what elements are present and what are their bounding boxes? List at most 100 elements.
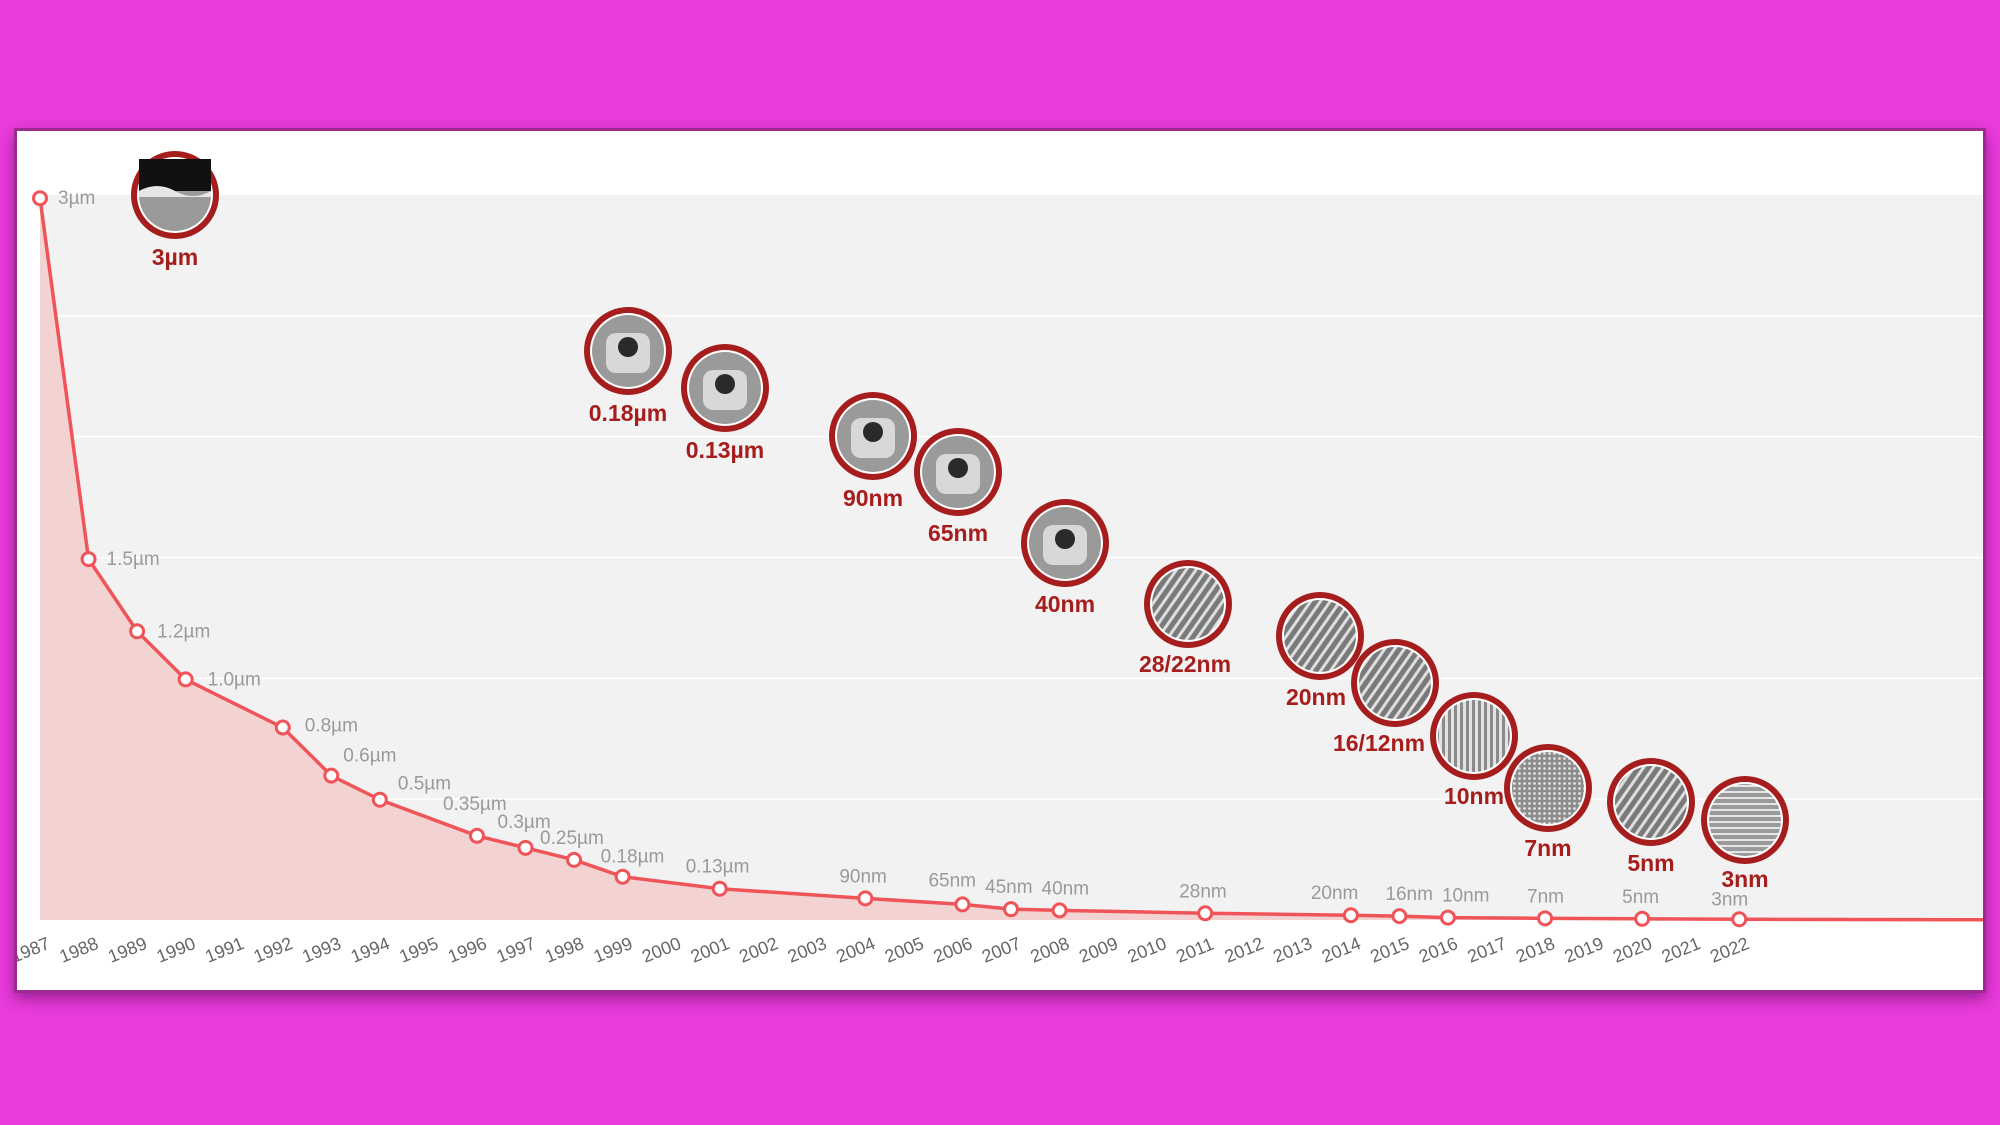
data-point	[857, 890, 874, 907]
micrograph-detail	[948, 458, 968, 478]
x-tick-label: 2012	[1222, 933, 1267, 967]
node-badge: 20nm	[1276, 592, 1364, 710]
data-label: 10nm	[1442, 886, 1490, 907]
data-label: 28nm	[1179, 881, 1227, 902]
micrograph-detail	[863, 422, 883, 442]
badge-label: 90nm	[843, 485, 903, 511]
series-area	[40, 198, 1983, 920]
data-point	[1634, 910, 1651, 927]
badge-label: 0.18µm	[589, 400, 667, 426]
data-point	[1197, 905, 1214, 922]
data-point	[80, 551, 97, 568]
data-label: 0.35µm	[443, 794, 507, 815]
data-point	[1391, 908, 1408, 925]
node-badge: 65nm	[914, 428, 1002, 546]
data-label: 16nm	[1385, 884, 1433, 905]
process-node-chart: 3µm1.5µm1.2µm1.0µm0.8µm0.6µm0.5µm0.35µm0…	[17, 151, 1983, 967]
data-label: 7nm	[1527, 886, 1564, 907]
data-label: 90nm	[839, 866, 887, 887]
data-label: 0.5µm	[398, 774, 451, 795]
data-point	[129, 623, 146, 640]
data-point	[1439, 909, 1456, 926]
badge-label: 16/12nm	[1333, 730, 1425, 756]
node-badge: 3µm	[131, 151, 219, 270]
data-point	[614, 868, 631, 885]
data-label: 65nm	[928, 870, 976, 891]
micrograph-image	[1615, 766, 1687, 838]
badge-label: 0.13µm	[686, 437, 764, 463]
x-tick-label: 1987	[17, 933, 53, 967]
badge-label: 10nm	[1444, 783, 1504, 809]
data-label: 0.18µm	[601, 847, 665, 868]
x-tick-label: 1992	[251, 933, 296, 967]
data-labels: 3µm1.5µm1.2µm1.0µm0.8µm0.6µm0.5µm0.35µm0…	[58, 188, 1748, 910]
node-badges: 3µm 0.18µm 0.13µm 90nm 65nm 40nm 28/22nm 20nm 16…	[131, 151, 1789, 892]
x-tick-label: 2005	[882, 933, 927, 967]
x-tick-label: 2021	[1659, 933, 1704, 967]
data-point	[32, 190, 48, 207]
data-point	[517, 839, 534, 856]
badge-label: 5nm	[1627, 850, 1674, 876]
node-badge: 5nm	[1607, 758, 1695, 876]
x-tick-label: 2002	[736, 933, 781, 967]
x-tick-label: 2009	[1076, 933, 1121, 967]
x-tick-label: 2006	[930, 933, 975, 967]
data-label: 1.0µm	[208, 669, 261, 690]
x-tick-label: 1994	[348, 933, 393, 967]
data-label: 3µm	[58, 188, 95, 209]
node-badge: 0.13µm	[681, 344, 769, 463]
micrograph-detail	[139, 186, 211, 197]
x-tick-label: 1997	[494, 933, 539, 967]
series-line	[38, 197, 1983, 922]
data-points	[32, 190, 1748, 928]
x-tick-label: 2004	[833, 933, 878, 967]
x-tick-label: 1999	[591, 933, 636, 967]
data-label: 0.25µm	[540, 828, 604, 849]
micrograph-image	[1438, 700, 1510, 772]
node-badge: 28/22nm	[1139, 560, 1232, 677]
node-badge: 16/12nm	[1333, 639, 1439, 756]
x-tick-label: 1998	[542, 933, 587, 967]
data-label: 45nm	[985, 877, 1033, 898]
data-point	[177, 671, 194, 688]
data-label: 1.2µm	[157, 621, 210, 642]
badge-label: 40nm	[1035, 591, 1095, 617]
chart-card: 3µm 1.5µm 1.2µm 1.0µm 0.8µm 0.6µm 0.5µm 0.35µm 0…	[14, 128, 1986, 993]
node-badge: 90nm	[829, 392, 917, 511]
data-label: 3nm	[1711, 889, 1748, 910]
data-point	[566, 851, 583, 868]
x-tick-label: 2007	[979, 933, 1024, 967]
badge-label: 7nm	[1524, 835, 1571, 861]
micrograph-detail	[139, 159, 211, 191]
x-tick-label: 2014	[1319, 933, 1364, 967]
x-tick-label: 2008	[1028, 933, 1073, 967]
data-point	[1731, 911, 1748, 928]
data-point	[323, 767, 340, 784]
x-tick-label: 2022	[1707, 933, 1752, 967]
data-label: 0.8µm	[305, 716, 358, 737]
node-badge: 0.18µm	[584, 307, 672, 426]
x-axis-ticks: 1987 1988 1989 1990 1991 1992 1993 1994 1995 1996…	[17, 933, 1752, 967]
micrograph-image	[1709, 784, 1781, 856]
x-tick-label: 1996	[445, 933, 490, 967]
node-badge: 10nm	[1430, 692, 1518, 809]
node-badge: 7nm	[1504, 744, 1592, 861]
data-label: 5nm	[1622, 887, 1659, 908]
data-label: 20nm	[1311, 883, 1359, 904]
x-tick-label: 2019	[1562, 933, 1607, 967]
data-label: 1.5µm	[107, 549, 160, 570]
x-tick-label: 1993	[299, 933, 344, 967]
x-tick-label: 2001	[688, 933, 733, 967]
micrograph-image	[1512, 752, 1584, 824]
x-tick-label: 2011	[1173, 934, 1216, 967]
data-point	[1342, 907, 1359, 924]
x-tick-label: 2013	[1270, 933, 1315, 967]
x-tick-label: 2015	[1367, 933, 1412, 967]
x-tick-label: 1990	[154, 933, 199, 967]
data-point	[954, 896, 971, 913]
data-point	[468, 827, 485, 844]
badge-label: 3µm	[152, 244, 199, 270]
data-label: 0.3µm	[498, 812, 551, 833]
micrograph-detail	[1055, 529, 1075, 549]
x-tick-label: 2000	[639, 933, 684, 967]
